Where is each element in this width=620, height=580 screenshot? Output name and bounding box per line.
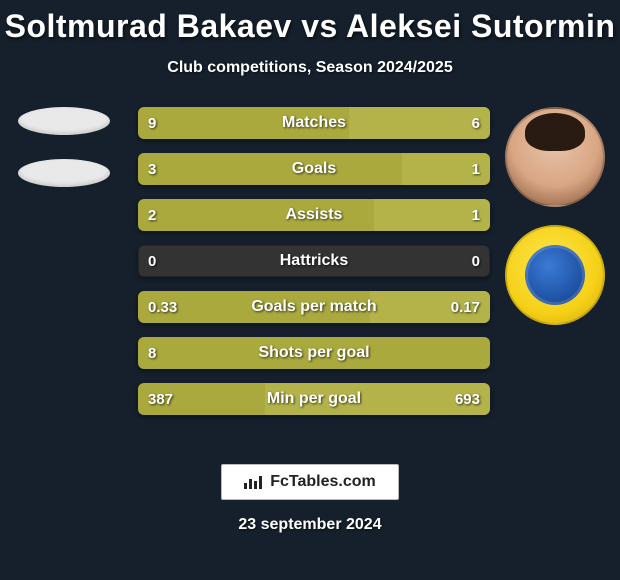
stat-value-right: 0: [472, 245, 480, 277]
stat-bars: Matches96 Goals31 Assists21 Hattricks0 0 Goal…: [138, 107, 490, 415]
bars-icon: [244, 475, 262, 489]
stat-fill-right: [349, 107, 490, 139]
stat-fill-left: [138, 383, 265, 415]
branding-badge: FcTables.com: [221, 464, 399, 500]
stat-row: Assists21: [138, 199, 490, 231]
stat-label: Hattricks: [138, 245, 490, 277]
player-photo-placeholder: [18, 107, 110, 135]
stat-fill-left: [138, 153, 402, 185]
stat-row: Min per goal387693: [138, 383, 490, 415]
stats-area: Matches96 Goals31 Assists21 Hattricks0 0 Goal…: [0, 107, 620, 437]
stat-fill-right: [265, 383, 490, 415]
footer: FcTables.com 23 september 2024: [0, 464, 620, 534]
page-subtitle: Club competitions, Season 2024/2025: [0, 59, 620, 77]
right-player-column: [490, 107, 620, 325]
stat-fill-right: [402, 153, 490, 185]
stat-fill-right: [370, 291, 490, 323]
stat-row: Matches96: [138, 107, 490, 139]
left-player-column: [18, 107, 110, 187]
stat-fill-left: [138, 199, 374, 231]
club-logo-inner: [525, 245, 585, 305]
stat-fill-left: [138, 107, 349, 139]
stat-fill-right: [374, 199, 490, 231]
stat-row: Goals31: [138, 153, 490, 185]
stat-row: Shots per goal8: [138, 337, 490, 369]
club-logo-placeholder: [18, 159, 110, 187]
stat-fill-left: [138, 337, 490, 369]
player-photo: [505, 107, 605, 207]
page-title: Soltmurad Bakaev vs Aleksei Sutormin: [0, 8, 620, 45]
club-logo: [505, 225, 605, 325]
branding-text: FcTables.com: [270, 473, 376, 491]
stat-row: Goals per match0.330.17: [138, 291, 490, 323]
stat-fill-left: [138, 291, 370, 323]
footer-date: 23 september 2024: [238, 516, 381, 534]
stat-value-left: 0: [148, 245, 156, 277]
stat-row: Hattricks0 0: [138, 245, 490, 277]
comparison-card: Soltmurad Bakaev vs Aleksei Sutormin Clu…: [0, 0, 620, 580]
